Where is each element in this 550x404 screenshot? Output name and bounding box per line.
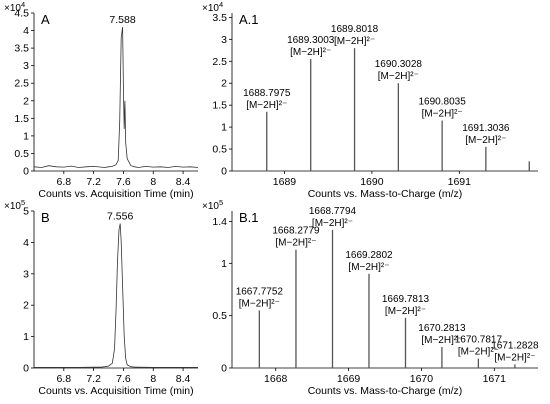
series-line [34,223,198,368]
y-tick-label: 0.5 [14,148,29,160]
peak-ion-label: [M−2H]²⁻ [239,298,280,309]
x-tick-label: 6.8 [57,176,72,188]
peak-ion-label: [M−2H]²⁻ [465,135,506,146]
y-tick-label: 5 [23,206,29,218]
peak-mz-label: 1669.7813 [382,294,430,305]
peak-mz-label: 1689.3003 [287,35,335,46]
y-exponent-label: ×104 [4,0,25,14]
peak-mz-label: 1690.8035 [418,97,466,108]
y-tick-label: 0 [221,166,227,178]
chart-panel-b: 0 1 2 3 4 5 6.8 7.2 7.6 8 8.4 ×105 B Counts vs. Acqui… [4,198,198,397]
peak-ion-label: [M−2H]²⁻ [458,347,499,358]
x-tick-label: 1690 [360,176,384,188]
y-tick-label: 1 [221,258,227,270]
y-tick-label: 3.5 [212,12,227,24]
y-tick-label: 2 [23,95,29,107]
peak-ion-label: [M−2H]²⁻ [246,100,287,111]
y-exponent-label: ×105 [202,198,223,212]
y-tick-label: 4 [23,237,29,249]
panel-label: B [41,210,50,225]
y-tick-label: 4 [23,25,29,37]
peak-mz-label: 1670.2813 [418,323,466,334]
x-tick-label: 8.4 [176,176,191,188]
peak-mz-label: 1691.3036 [462,123,510,134]
x-axis-label: Counts vs. Mass-to-Charge (m/z) [308,188,463,200]
peak-mz-label: 1668.7794 [309,206,357,217]
peak-ion-label: [M−2H]²⁻ [275,238,316,249]
y-tick-label: 3 [23,60,29,72]
panel-label: B.1 [239,210,259,225]
y-tick-label: 1 [23,331,29,343]
x-tick-label: 1671 [483,373,507,385]
x-tick-label: 7.2 [86,373,101,385]
x-axis-label: Counts vs. Acquisition Time (min) [38,385,193,397]
peak-mz-label: 1689.8018 [331,24,379,35]
x-tick-label: 7.2 [86,176,101,188]
x-axis-label: Counts vs. Mass-to-Charge (m/z) [308,385,463,397]
peak-mz-label: 1667.7752 [236,286,284,297]
peak-mz-label: 1668.2779 [272,226,320,237]
y-tick-label: 4.5 [14,8,29,20]
chart-panel-a1: 0 0.5 1 1.5 2 2.5 3 3.5 1689 1690 1691 ×104 A.1 Count… [202,0,538,200]
peak-mz-label: 1670.7817 [455,335,503,346]
x-tick-label: 1691 [448,176,472,188]
peak-ion-label: [M−2H]²⁻ [334,36,375,47]
x-tick-label: 8.4 [176,373,191,385]
x-tick-label: 1669 [337,373,361,385]
peak-ion-label: [M−2H]²⁻ [312,218,353,229]
y-exponent-label: ×105 [4,198,25,212]
peak-label: 7.556 [107,211,133,223]
peak-ion-label: [M−2H]²⁻ [348,262,389,273]
x-tick-label: 6.8 [57,373,72,385]
peak-ion-label: [M−2H]²⁻ [290,47,331,58]
y-tick-label: 0.5 [212,144,227,156]
peak-mz-label: 1690.3028 [375,59,423,70]
y-tick-label: 0 [23,363,29,375]
y-tick-label: 1 [221,122,227,134]
y-tick-label: 2 [23,300,29,312]
peak-mz-label: 1671.2828 [491,340,539,351]
y-tick-label: 1 [23,130,29,142]
y-tick-label: 0 [221,363,227,375]
chart-panel-b1: 0 0.5 1 1.4 1668 1669 1670 1671 ×105 B.1 Counts vs… [202,198,539,397]
x-axis-label: Counts vs. Acquisition Time (min) [38,188,193,200]
y-tick-label: 1.5 [212,100,227,112]
y-tick-label: 1.5 [14,113,29,125]
peak-ion-label: [M−2H]²⁻ [422,109,463,120]
peak-ion-label: [M−2H]²⁻ [494,352,535,363]
x-tick-label: 8 [150,373,156,385]
peak-mz-label: 1669.2802 [345,250,393,261]
peak-ion-label: [M−2H]²⁻ [385,306,426,317]
y-tick-label: 3 [221,34,227,46]
y-tick-label: 3 [23,268,29,280]
peak-ion-label: [M−2H]²⁻ [378,71,419,82]
chart-panel-a: 0 0.5 1 1.5 2 2.5 3 3.5 4 4.5 6.8 7.2 7.6 8 8.4 ×104 A Co… [4,0,199,200]
x-tick-label: 8 [150,176,156,188]
panel-label: A [41,12,50,27]
peak-label: 7.588 [109,14,135,26]
x-tick-label: 7.6 [116,373,131,385]
peak-mz-label: 1688.7975 [243,88,291,99]
series-line [33,26,199,168]
x-tick-label: 1670 [410,373,434,385]
y-tick-label: 0 [23,166,29,178]
y-tick-label: 1.4 [212,216,227,228]
y-tick-label: 2 [221,78,227,90]
y-tick-label: 0.5 [212,310,227,322]
x-tick-label: 7.6 [116,176,131,188]
peak-ion-label: [M−2H]²⁻ [421,335,462,346]
x-tick-label: 1668 [264,373,288,385]
panel-label: A.1 [239,12,259,27]
y-tick-label: 3.5 [14,43,29,55]
y-exponent-label: ×104 [202,0,223,14]
x-tick-label: 1689 [273,176,297,188]
y-tick-label: 2.5 [212,56,227,68]
y-tick-label: 2.5 [14,78,29,90]
